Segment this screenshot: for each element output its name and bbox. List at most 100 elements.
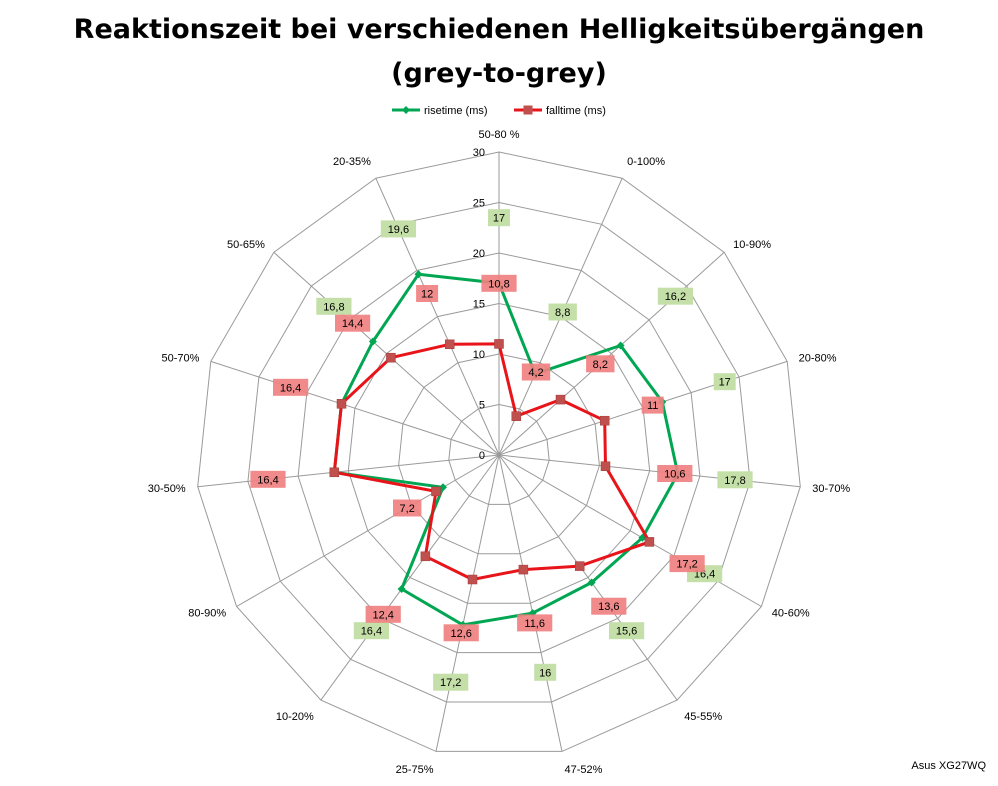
falltime-point <box>574 561 585 571</box>
risetime-point <box>587 578 596 587</box>
radial-tick-label: 20 <box>473 248 485 260</box>
falltime-data-label: 12,6 <box>450 628 471 640</box>
chart-title-line-2: (grey-to-grey) <box>391 58 607 89</box>
risetime-data-label: 16,8 <box>323 301 344 313</box>
series-lines <box>329 270 682 629</box>
legend-entry-risetime: risetime (ms) <box>424 105 488 117</box>
risetime-label-bg <box>713 373 736 391</box>
radial-tick-label: 10 <box>473 349 485 361</box>
risetime-data-label: 16,4 <box>361 626 382 638</box>
risetime-label-bg <box>433 673 469 691</box>
risetime-label-bg <box>657 287 693 305</box>
legend-marker-risetime <box>402 106 410 114</box>
chart-title: Reaktionszeit bei verschiedenen Helligke… <box>0 8 998 96</box>
category-label: 30-50% <box>148 483 186 495</box>
risetime-label-bg <box>609 622 645 640</box>
legend: risetime (ms) falltime (ms) <box>392 105 606 117</box>
falltime-point <box>431 486 441 497</box>
falltime-label-bg <box>416 285 439 302</box>
radial-tick-label: 0 <box>479 450 485 462</box>
risetime-data-label: 17 <box>719 377 731 389</box>
risetime-data-label: 17,8 <box>724 475 745 487</box>
grid-ring <box>247 201 751 703</box>
falltime-data-label: 4,2 <box>528 367 543 379</box>
grid-spoke <box>498 454 678 701</box>
category-label: 50-70% <box>161 353 199 365</box>
radial-tick-label: 5 <box>479 400 485 412</box>
grid-spoke <box>320 454 500 701</box>
falltime-point <box>555 394 566 405</box>
falltime-label-bg <box>273 378 309 396</box>
risetime-label-bg <box>488 209 510 227</box>
risetime-label-bg <box>717 471 753 489</box>
falltime-data-label: 8,2 <box>593 359 608 371</box>
radar-grid <box>197 151 801 752</box>
risetime-data-label: 15,6 <box>616 626 637 638</box>
falltime-label-bg <box>443 624 479 642</box>
risetime-point <box>368 337 377 346</box>
category-label: 40-60% <box>772 608 810 620</box>
falltime-data-label: 17,2 <box>676 559 697 571</box>
grid-ring <box>448 403 550 505</box>
category-label: 50-65% <box>227 239 265 251</box>
grid-spoke <box>375 177 500 456</box>
falltime-label-bg <box>591 597 627 615</box>
grid-ring <box>297 252 701 654</box>
risetime-label-bg <box>380 220 416 238</box>
risetime-data-label: 8,8 <box>555 307 570 319</box>
series-line-risetime <box>332 272 680 627</box>
category-label: 47-52% <box>565 764 603 776</box>
falltime-data-label: 16,4 <box>280 382 301 394</box>
category-label: 50-80 % <box>479 129 520 141</box>
falltime-label-bg <box>641 396 664 414</box>
monitor-model-label: Asus XG27WQ <box>911 760 986 772</box>
falltime-point <box>467 574 478 585</box>
category-label: 45-55% <box>684 711 722 723</box>
risetime-point <box>616 341 625 350</box>
data-labels: 17 8,8 16,2 17 17,8 16,4 15,6 16 17,2 16,4 16,8 19,… <box>250 209 753 691</box>
risetime-data-label: 19,6 <box>388 224 409 236</box>
category-label: 0-100% <box>627 156 665 168</box>
falltime-point <box>444 339 455 350</box>
grid-spoke <box>236 454 500 607</box>
grid-spoke <box>498 454 563 752</box>
falltime-point <box>420 551 431 562</box>
falltime-label-bg <box>669 555 705 573</box>
category-labels: 50-80 % 0-100% 10-90% 20-80% 30-70% 40-60% 45-… <box>148 129 851 776</box>
category-label: 10-90% <box>733 239 771 251</box>
falltime-label-bg <box>481 274 517 292</box>
chart-title-line-1: Reaktionszeit bei verschiedenen Helligke… <box>73 14 925 45</box>
risetime-data-label: 16,2 <box>665 291 686 303</box>
falltime-point <box>599 415 610 426</box>
radial-tick-labels: 0 5 10 15 20 25 30 <box>473 147 485 462</box>
grid-spoke <box>197 454 500 488</box>
falltime-label-bg <box>586 355 615 373</box>
falltime-point <box>386 352 396 363</box>
grid-ring <box>398 353 600 555</box>
falltime-data-label: 12 <box>421 289 433 301</box>
falltime-data-label: 10,6 <box>664 469 685 481</box>
falltime-label-bg <box>393 499 422 517</box>
risetime-label-bg <box>548 303 577 321</box>
falltime-label-bg <box>250 470 286 488</box>
category-label: 80-90% <box>188 608 226 620</box>
falltime-label-bg <box>517 614 553 632</box>
falltime-data-label: 11,6 <box>524 618 545 630</box>
risetime-point <box>397 585 406 593</box>
falltime-data-label: 10,8 <box>488 278 509 290</box>
risetime-label-bg <box>316 297 352 315</box>
falltime-data-label: 11 <box>647 400 658 412</box>
falltime-point <box>518 564 529 575</box>
category-label: 20-80% <box>799 353 837 365</box>
falltime-point <box>600 461 611 471</box>
legend-entry-falltime: falltime (ms) <box>546 105 606 117</box>
grid-spoke <box>498 251 725 456</box>
falltime-label-bg <box>657 465 693 482</box>
radial-tick-label: 15 <box>473 299 485 311</box>
grid-spoke <box>435 454 500 752</box>
series-line-falltime <box>332 342 651 581</box>
risetime-data-label: 17 <box>493 213 505 225</box>
falltime-data-label: 12,4 <box>372 609 393 621</box>
radial-tick-label: 25 <box>473 198 485 210</box>
